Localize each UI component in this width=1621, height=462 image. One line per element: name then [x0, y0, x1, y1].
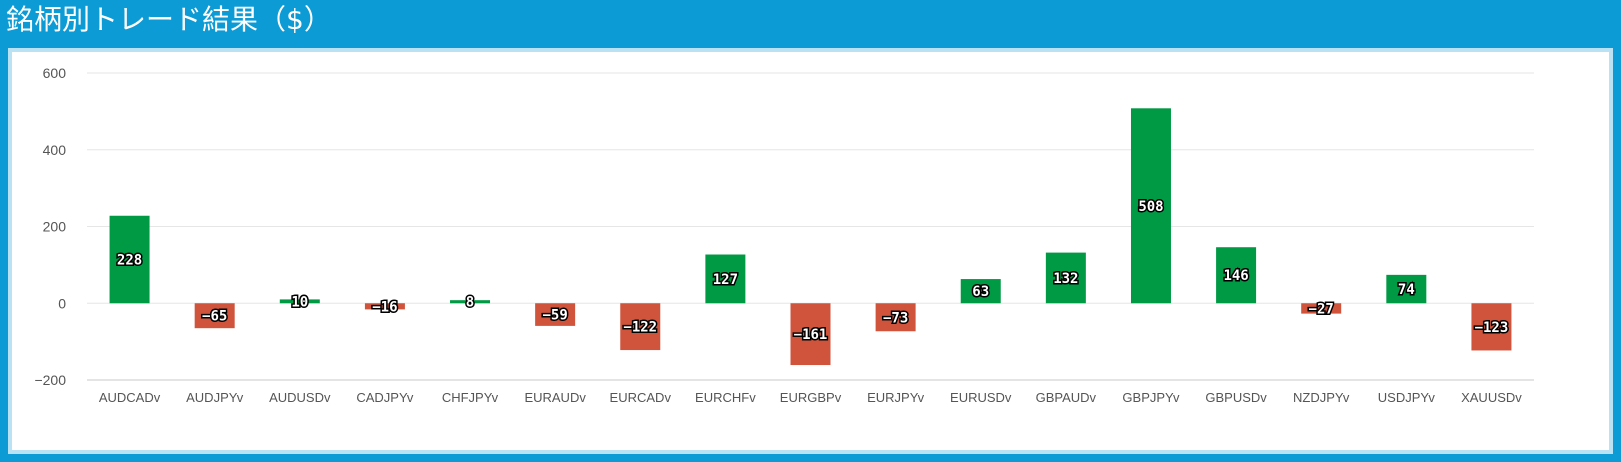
bar-chart: 600 400 200 0 −200 AUDCADv AUDJPYv AUDUSDv CADJ… — [34, 65, 1534, 405]
bar-audcadv[interactable] — [109, 215, 150, 304]
data-label: 74 — [1398, 282, 1415, 298]
x-tick-label: AUDJPYv — [186, 390, 244, 405]
data-label: 508 — [1138, 199, 1163, 215]
bar-audjpyv[interactable] — [194, 303, 235, 329]
chart-panel: 600 400 200 0 −200 AUDCADv AUDJPYv AUDUSDv CADJ… — [12, 52, 1609, 450]
chart-panel-border: 600 400 200 0 −200 AUDCADv AUDJPYv AUDUSDv CADJ… — [8, 48, 1613, 454]
bar-gbpaudv[interactable] — [1045, 252, 1086, 304]
y-tick-label: 600 — [43, 65, 67, 81]
bar-eurgbpv[interactable] — [790, 303, 831, 366]
x-tick-label: EURCADv — [610, 390, 672, 405]
bar-gbpjpyv[interactable] — [1130, 108, 1171, 304]
data-labels: 228 −65 10 −16 8 −59 −122 127 −161 −73 63 132 508 146… — [115, 197, 1509, 344]
x-tick-label: GBPAUDv — [1036, 390, 1097, 405]
x-tick-label: AUDCADv — [99, 390, 161, 405]
y-tick-label: 200 — [43, 219, 67, 235]
x-tick-label: AUDUSDv — [269, 390, 331, 405]
data-label: −122 — [623, 320, 657, 336]
data-label: 127 — [713, 272, 738, 288]
x-tick-label: USDJPYv — [1378, 390, 1436, 405]
bar-gbpusdv[interactable] — [1216, 247, 1257, 304]
data-label: −27 — [1309, 301, 1334, 317]
bar-nzdjpyv[interactable] — [1301, 303, 1342, 314]
x-tick-label: EURJPYv — [867, 390, 925, 405]
bar-xauusdv[interactable] — [1471, 303, 1512, 351]
bar-cadjpyv[interactable] — [364, 303, 405, 310]
x-tick-label: CHFJPYv — [442, 390, 499, 405]
bar-chfjpyv[interactable] — [450, 300, 491, 304]
x-tick-label: EURCHFv — [695, 390, 756, 405]
grid-lines — [87, 72, 1534, 381]
x-tick-label: XAUUSDv — [1461, 390, 1522, 405]
bar-eurchfv[interactable] — [705, 254, 746, 304]
chart-title: 銘柄別トレード結果（$） — [6, 3, 332, 36]
bar-eurcadv[interactable] — [620, 303, 661, 351]
bar-usdjpyv[interactable] — [1386, 274, 1427, 304]
y-tick-label: 0 — [58, 295, 66, 311]
data-label: 228 — [117, 253, 142, 269]
bars — [109, 108, 1512, 366]
y-tick-label: 400 — [43, 142, 67, 158]
bar-eurjpyv[interactable] — [875, 303, 916, 332]
data-label: −161 — [794, 327, 828, 343]
data-label: −65 — [202, 309, 227, 325]
data-label: 132 — [1053, 271, 1078, 287]
data-label: −16 — [372, 299, 397, 315]
data-label: 10 — [291, 294, 308, 310]
x-tick-label: EURGBPv — [780, 390, 842, 405]
data-label: 8 — [466, 295, 474, 311]
x-tick-label: CADJPYv — [356, 390, 414, 405]
x-tick-label: GBPJPYv — [1122, 390, 1180, 405]
y-tick-label: −200 — [34, 372, 66, 388]
x-tick-label: EURAUDv — [524, 390, 586, 405]
data-label: 63 — [972, 284, 989, 300]
bar-audusdv[interactable] — [279, 299, 320, 304]
data-label: −123 — [1475, 320, 1509, 336]
data-label: −73 — [883, 310, 908, 326]
data-label: 146 — [1223, 268, 1248, 284]
x-tick-label: GBPUSDv — [1205, 390, 1267, 405]
bar-euraudv[interactable] — [535, 303, 576, 326]
data-label: −59 — [542, 308, 567, 324]
y-axis-ticks: 600 400 200 0 −200 — [34, 65, 66, 388]
x-axis-categories: AUDCADv AUDJPYv AUDUSDv CADJPYv CHFJPYv EURAU… — [99, 390, 1522, 405]
x-tick-label: NZDJPYv — [1293, 390, 1350, 405]
bar-eurusdv[interactable] — [960, 279, 1001, 304]
x-tick-label: EURUSDv — [950, 390, 1012, 405]
